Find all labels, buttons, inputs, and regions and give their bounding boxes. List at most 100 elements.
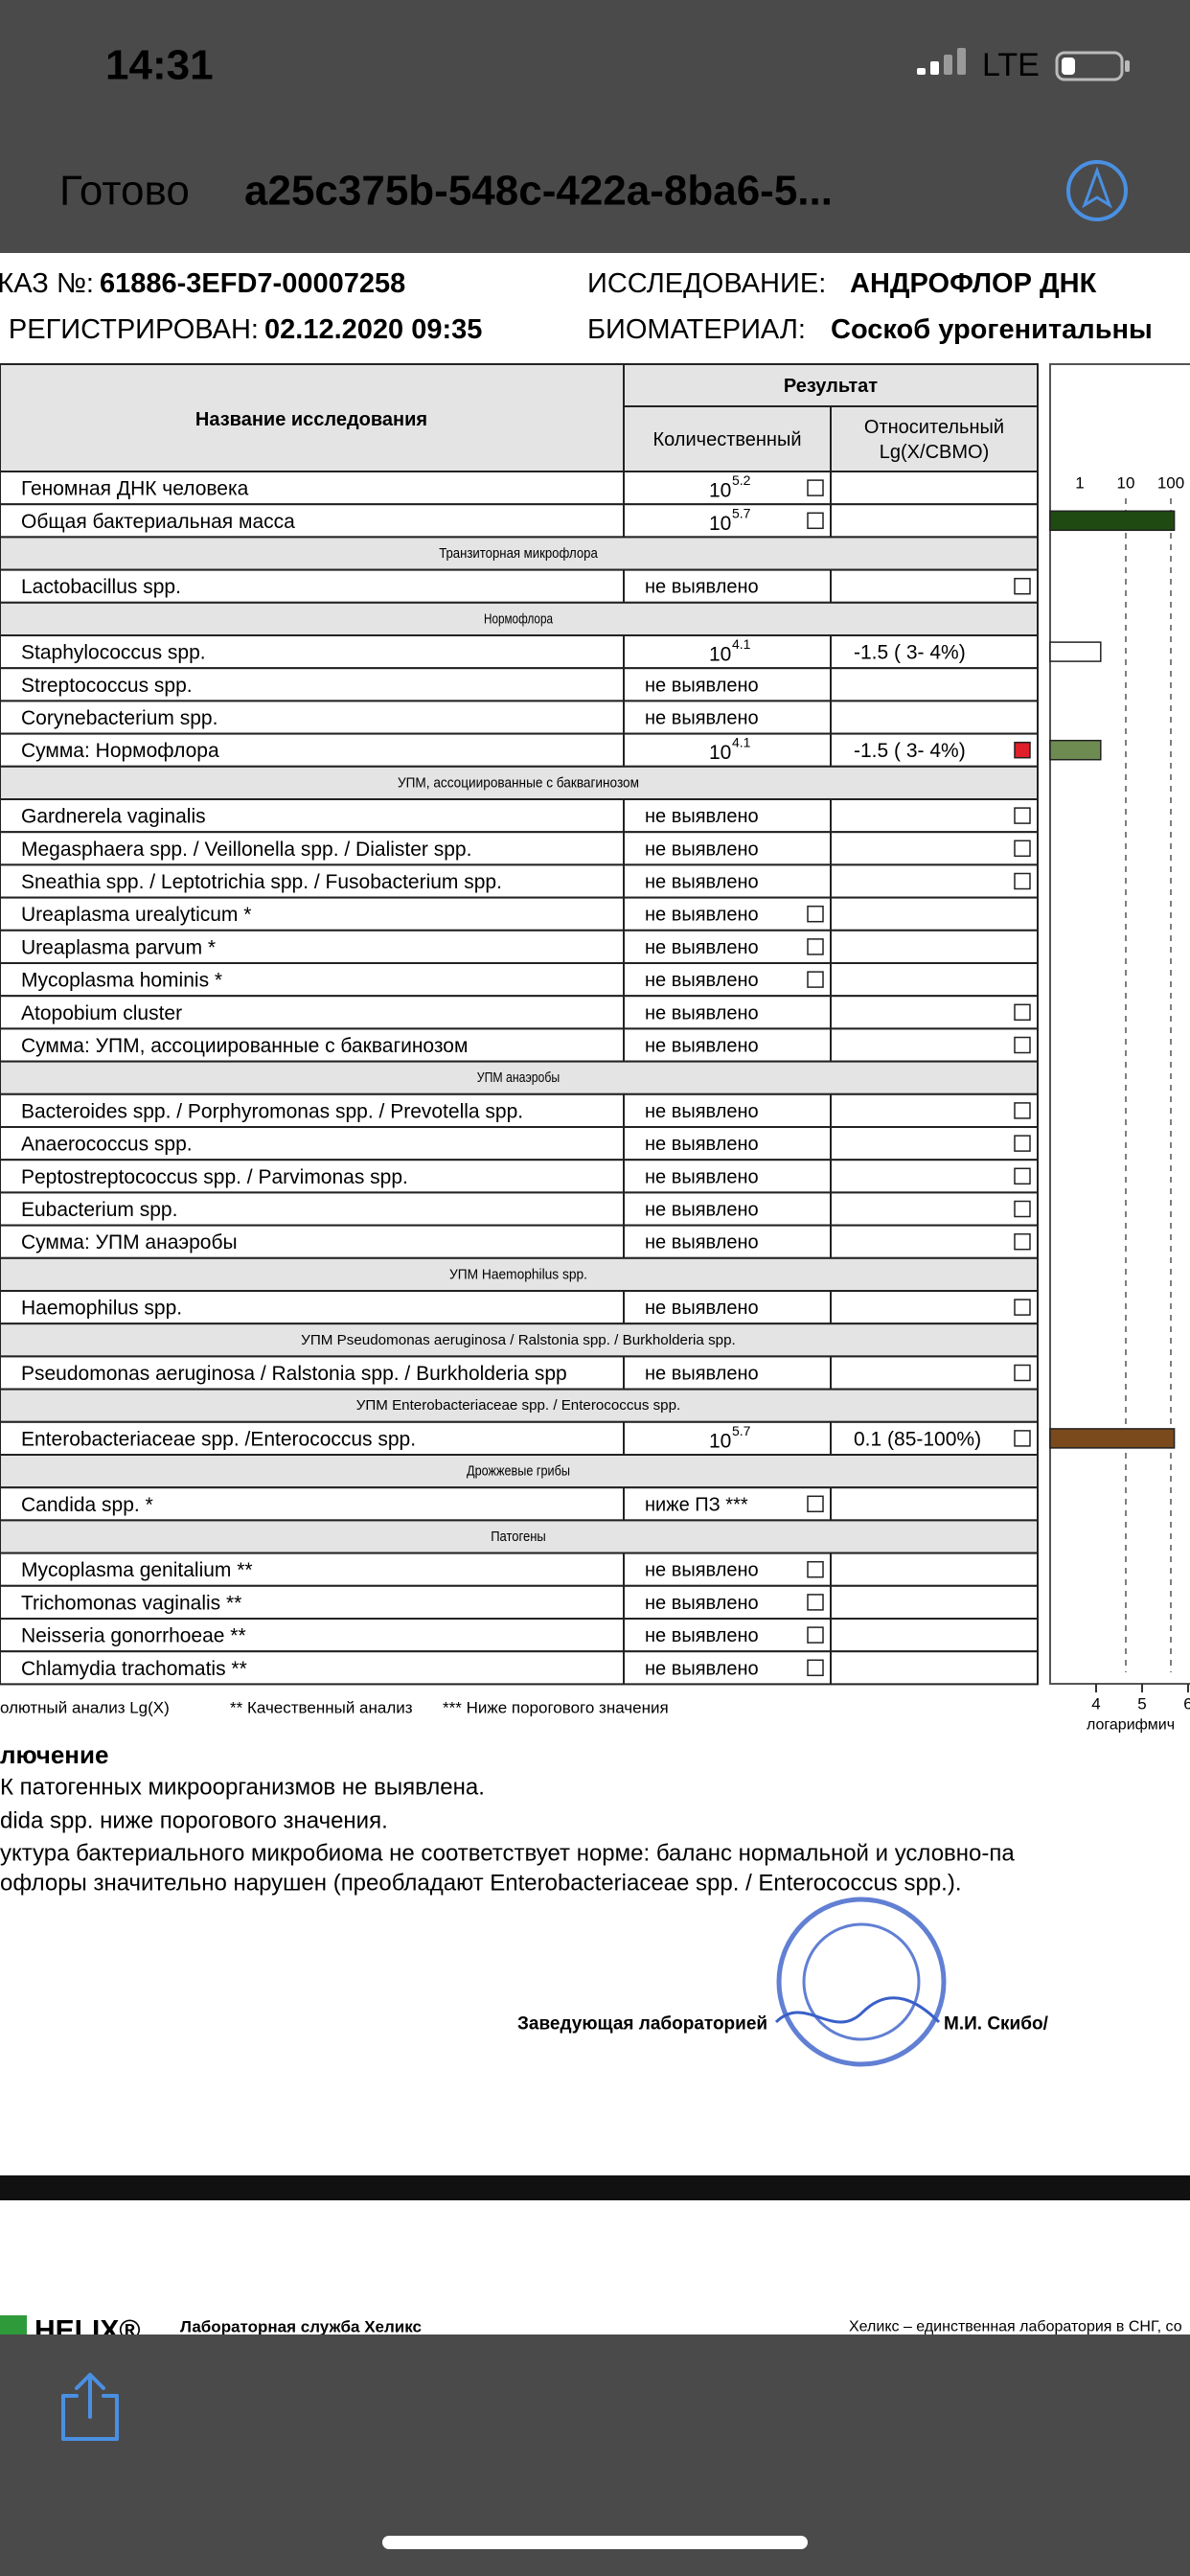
section-row bbox=[0, 1388, 1039, 1423]
markup-button[interactable] bbox=[1066, 160, 1128, 221]
log-bar bbox=[1049, 739, 1102, 761]
material: Соскоб урогенитальны bbox=[831, 314, 1153, 345]
table-row bbox=[0, 1486, 1039, 1522]
checkbox bbox=[807, 1659, 824, 1677]
table-row bbox=[0, 634, 1039, 670]
relative: -1.5 ( 3- 4%) bbox=[854, 740, 966, 762]
result: не выявлено bbox=[645, 708, 759, 729]
table-row bbox=[0, 1552, 1039, 1587]
conclusion-line: dida spp. ниже порогового значения. bbox=[0, 1808, 388, 1834]
test-name: Anaerococcus spp. bbox=[21, 1134, 193, 1156]
test-name: Trichomonas vaginalis ** bbox=[21, 1592, 241, 1614]
result: не выявлено bbox=[645, 577, 759, 598]
table-row bbox=[0, 1420, 1039, 1457]
done-button[interactable]: Готово bbox=[59, 168, 190, 215]
test-name: Сумма: УПМ, ассоциированные с баквагиноз… bbox=[21, 1035, 468, 1057]
markup-icon bbox=[1082, 166, 1112, 209]
section-title: УПМ Enterobacteriaceae spp. / Enterococc… bbox=[356, 1397, 680, 1414]
signature-role: Заведующая лабораторией bbox=[517, 2014, 767, 2035]
exponent: 5.2 bbox=[732, 472, 751, 488]
checkbox bbox=[807, 971, 824, 988]
column-header: Название исследования bbox=[195, 409, 427, 430]
result: не выявлено bbox=[645, 1200, 759, 1221]
test-name: Lactobacillus spp. bbox=[21, 576, 181, 598]
checkbox bbox=[1014, 1232, 1031, 1251]
order-number: 61886-3EFD7-00007258 bbox=[100, 268, 405, 299]
conclusion-line: К патогенных микроорганизмов не выявлена… bbox=[0, 1775, 485, 1801]
scale-label: 1 bbox=[1075, 474, 1084, 493]
table-row bbox=[0, 503, 1039, 539]
log-bar bbox=[1049, 641, 1102, 662]
tick-label: 6 bbox=[1183, 1695, 1190, 1714]
conclusion-title: лючение bbox=[0, 1740, 108, 1769]
checkbox bbox=[807, 1626, 824, 1644]
result: не выявлено bbox=[645, 970, 759, 991]
checkbox bbox=[1014, 1102, 1031, 1119]
column-header: Относительный bbox=[864, 417, 1004, 438]
table-row bbox=[0, 798, 1039, 834]
signature-name: М.И. Скибо/ bbox=[944, 2014, 1049, 2035]
result: не выявлено bbox=[645, 872, 759, 893]
section-title: Патогены bbox=[491, 1529, 546, 1545]
test-name: Corynebacterium spp. bbox=[21, 707, 217, 729]
result: не выявлено bbox=[645, 675, 759, 696]
test-name: Gardnerela vaginalis bbox=[21, 806, 206, 828]
table-row bbox=[0, 471, 1039, 506]
result: не выявлено bbox=[645, 1232, 759, 1254]
section-title: УПМ Pseudomonas aeruginosa / Ralstonia s… bbox=[301, 1332, 736, 1348]
section-title: УПМ, ассоциированные с баквагинозом bbox=[398, 774, 639, 791]
quantity: 10 bbox=[709, 513, 731, 535]
table-row bbox=[0, 667, 1039, 702]
label: РЕГИСТРИРОВАН: bbox=[9, 314, 259, 345]
result: не выявлено bbox=[645, 1560, 759, 1581]
study: АНДРОФЛОР ДНК bbox=[850, 268, 1097, 299]
table-row bbox=[0, 1290, 1039, 1325]
share-button[interactable] bbox=[61, 2373, 119, 2441]
checkbox bbox=[1014, 807, 1031, 824]
section-row bbox=[0, 536, 1039, 571]
signal-bar bbox=[957, 48, 966, 75]
result: не выявлено bbox=[645, 806, 759, 827]
table-row bbox=[0, 700, 1039, 735]
checkbox bbox=[1014, 1167, 1031, 1185]
result: не выявлено bbox=[645, 1166, 759, 1187]
table-row bbox=[0, 1618, 1039, 1653]
checkbox bbox=[1014, 577, 1031, 595]
quantity: 10 bbox=[709, 644, 731, 666]
exponent: 4.1 bbox=[732, 735, 751, 750]
log-bar bbox=[1049, 1428, 1176, 1449]
test-name: Megasphaera spp. / Veillonella spp. / Di… bbox=[21, 839, 471, 861]
signal-bar bbox=[917, 68, 926, 75]
footer-tagline: Хеликс – единственная лаборатория в СНГ,… bbox=[849, 2319, 1182, 2335]
home-indicator bbox=[382, 2536, 808, 2549]
column-header: Количественный bbox=[652, 429, 801, 450]
footnote: ** Качественный анализ bbox=[230, 1699, 413, 1717]
footnote: *** Ниже порогового значения bbox=[443, 1699, 669, 1717]
test-name: Sneathia spp. / Leptotrichia spp. / Fuso… bbox=[21, 871, 502, 893]
test-name: Peptostreptococcus spp. / Parvimonas spp… bbox=[21, 1166, 408, 1188]
checkbox bbox=[807, 938, 824, 955]
result: не выявлено bbox=[645, 839, 759, 860]
signal-bar bbox=[944, 55, 952, 75]
test-name: Staphylococcus spp. bbox=[21, 642, 206, 664]
checkbox bbox=[1014, 840, 1031, 858]
signature-scribble bbox=[774, 1996, 941, 2024]
result: не выявлено bbox=[645, 1101, 759, 1122]
test-name: Neisseria gonorrhoeae ** bbox=[21, 1625, 246, 1647]
column-header: Результат bbox=[784, 376, 878, 397]
section-title: УПМ анаэробы bbox=[477, 1070, 560, 1086]
table-row bbox=[0, 831, 1039, 866]
checkbox bbox=[1014, 1364, 1031, 1382]
logo-mark bbox=[0, 2315, 27, 2336]
test-name: Сумма: УПМ анаэробы bbox=[21, 1231, 238, 1254]
scale-label: 100 bbox=[1157, 474, 1184, 493]
test-name: Mycoplasma hominis * bbox=[21, 970, 222, 992]
result: не выявлено bbox=[645, 1298, 759, 1319]
test-name: Chlamydia trachomatis ** bbox=[21, 1658, 247, 1680]
test-name: Ureaplasma parvum * bbox=[21, 936, 216, 958]
footnote: олютный анализ Lg(X) bbox=[0, 1699, 170, 1717]
checkbox bbox=[1014, 1135, 1031, 1152]
section-row bbox=[0, 1454, 1039, 1489]
